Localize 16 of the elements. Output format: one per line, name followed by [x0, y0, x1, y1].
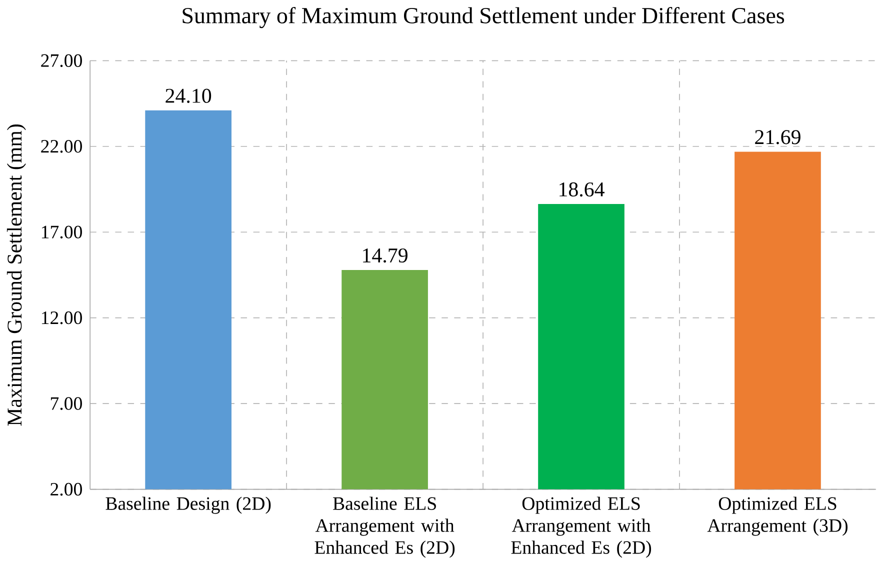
y-tick-label: 2.00: [50, 483, 82, 496]
y-axis-title: Maximum Ground Settlement (mm): [6, 124, 26, 426]
x-tick-label: Optimized ELS Arrangement with Enhanced Es (2D): [511, 496, 652, 558]
data-label: 18.64: [560, 182, 604, 197]
data-label: 14.79: [363, 248, 408, 263]
y-tick-label: 12.00: [42, 312, 82, 324]
y-tick-label: 17.00: [42, 226, 82, 239]
data-label: 24.10: [166, 88, 212, 104]
chart-title: Summary of Maximum Ground Settlement under Different Cases: [182, 7, 784, 28]
x-tick-label: Baseline ELS Arrangement with Enhanced Es (2D): [314, 496, 455, 558]
y-tick-label: 27.00: [41, 54, 82, 68]
data-label: 21.69: [755, 130, 800, 144]
x-tick-label: Baseline Design (2D): [106, 496, 271, 514]
y-tick-label: 22.00: [41, 140, 82, 153]
y-tick-label: 7.00: [50, 397, 82, 410]
x-tick-label: Optimized ELS Arrangement (3D): [707, 496, 848, 536]
